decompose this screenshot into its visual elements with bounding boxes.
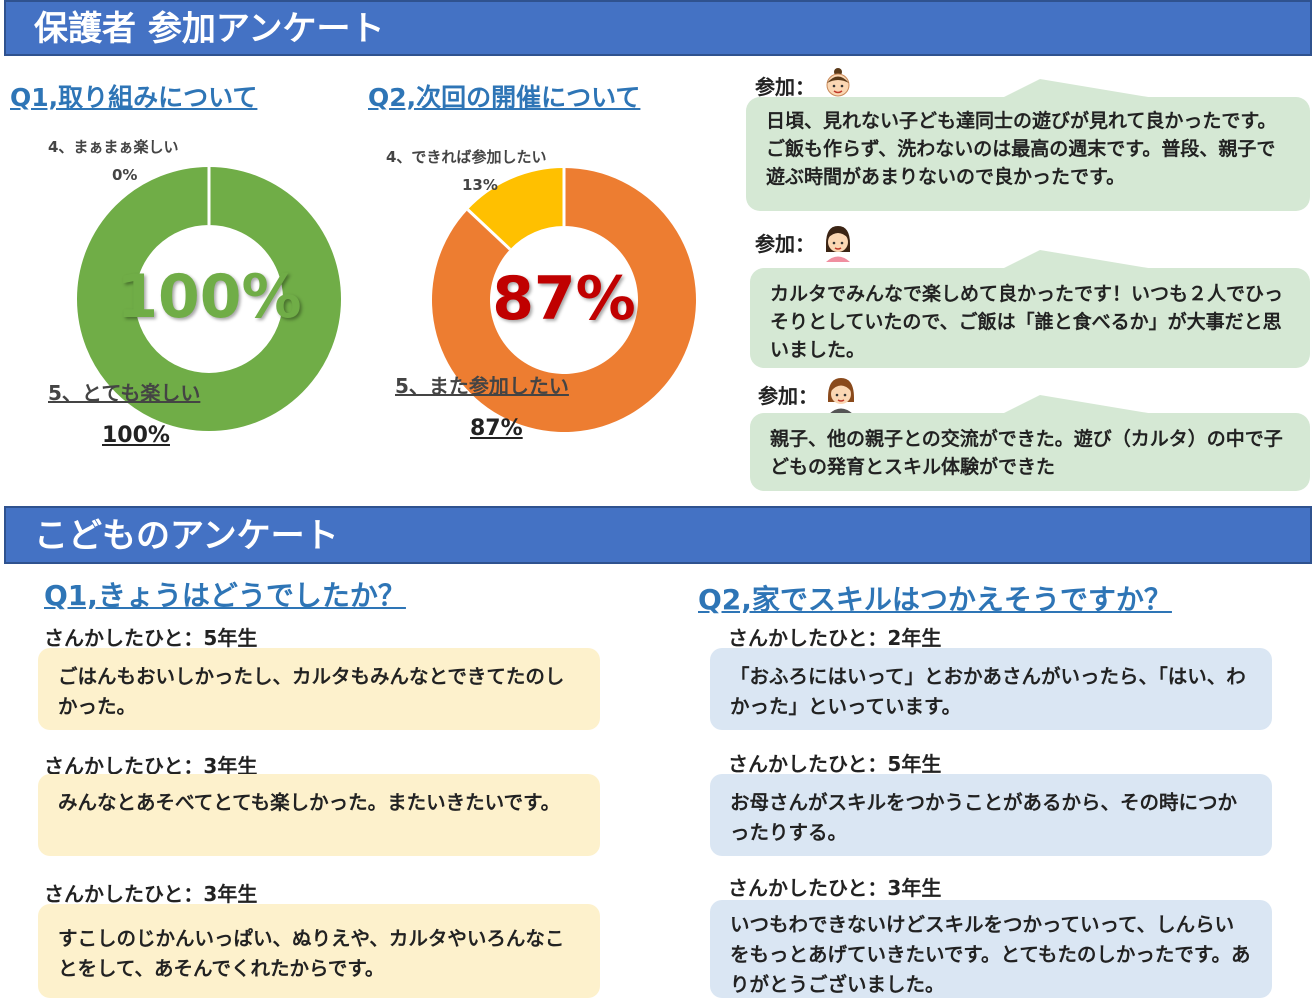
comment-3-bubble: 親子、他の親子との交流ができた。遊び（カルタ）の中で子どもの発育とスキル体験がで… xyxy=(750,395,1310,491)
kids-q1-answer-1-who: さんかしたひと：5年生 xyxy=(44,626,258,650)
kids-q1-answer-1-card: ごはんもおいしかったし、カルタもみんなとできてたのしかった。 xyxy=(38,648,600,730)
comment-1-speaker: 参加： xyxy=(755,66,855,104)
comment-2-speaker: 参加： xyxy=(755,222,855,262)
kids-q1-answer-3-card: すこしのじかんいっぱい、ぬりえや、カルタやいろんなことをして、あそんでくれたから… xyxy=(38,904,600,998)
woman-face-icon xyxy=(828,378,854,414)
q1-small-pct: 0% xyxy=(112,166,138,184)
kids-section-banner: こどものアンケート xyxy=(4,506,1312,564)
parents-section-banner: 保護者 参加アンケート xyxy=(4,0,1312,56)
kids-q2-title: Q2,家でスキルはつかえそうですか？ xyxy=(698,583,1172,616)
speaker-label: 参加： xyxy=(758,383,818,408)
q1-small-label: 4、まぁまぁ楽しい xyxy=(48,138,179,156)
parents-q1-title: Q1,取り組みについて xyxy=(10,83,258,112)
kids-q2-answer-2-card: お母さんがスキルをつかうことがあるから、その時につかったりする。 xyxy=(710,774,1272,856)
q2-small-pct: 13% xyxy=(462,176,498,194)
kids-q1-answer-3-who: さんかしたひと：3年生 xyxy=(44,882,258,906)
q1-center-percentage: 100% xyxy=(116,262,302,332)
slice-separator xyxy=(466,208,512,251)
speaker-label: 参加： xyxy=(755,231,815,256)
q2-center-percentage: 87% xyxy=(492,264,636,334)
q1-donut-chart xyxy=(77,167,341,431)
kids-q2-answer-2-who: さんかしたひと：5年生 xyxy=(728,752,942,776)
kids-q2-answer-3-card: いつもわできないけどスキルをつかっていって、しんらいをもっとあげていきたいです。… xyxy=(710,900,1272,998)
q2-slice-join-if-possible xyxy=(467,168,564,250)
q2-big-pct: 87% xyxy=(470,416,523,441)
q2-small-label: 4、できれば参加したい xyxy=(386,148,547,166)
comment-3-speaker: 参加： xyxy=(758,374,858,414)
kids-q1-answer-2-card: みんなとあそべてとても楽しかった。またいきたいです。 xyxy=(38,774,600,856)
comment-2-bubble: カルタでみんなで楽しめて良かったです！いつも２人でひっそりとしていたので、ご飯は… xyxy=(750,250,1310,368)
speaker-label: 参加： xyxy=(755,74,815,99)
kids-q2-answer-3-who: さんかしたひと：3年生 xyxy=(728,876,942,900)
q2-slice-will-join-again xyxy=(432,168,696,432)
q1-big-pct: 100% xyxy=(102,423,170,448)
q2-big-label: 5、また参加したい xyxy=(395,374,569,398)
q2-donut-chart xyxy=(432,168,696,432)
kids-q2-answer-1-card: 「おふろにはいって」とおかあさんがいったら、「はい、わかった」といっています。 xyxy=(710,648,1272,730)
woman-face-icon xyxy=(826,226,850,262)
comment-1-bubble: 日頃、見れない子ども達同士の遊びが見れて良かったです。ご飯も作らず、洗わないのは… xyxy=(746,79,1310,211)
kids-q2-answer-1-who: さんかしたひと：2年生 xyxy=(728,626,942,650)
parents-q2-title: Q2,次回の開催について xyxy=(368,83,641,112)
kids-q1-title: Q1,きょうはどうでしたか？ xyxy=(44,579,406,612)
q1-big-label: 5、とても楽しい xyxy=(48,381,201,405)
